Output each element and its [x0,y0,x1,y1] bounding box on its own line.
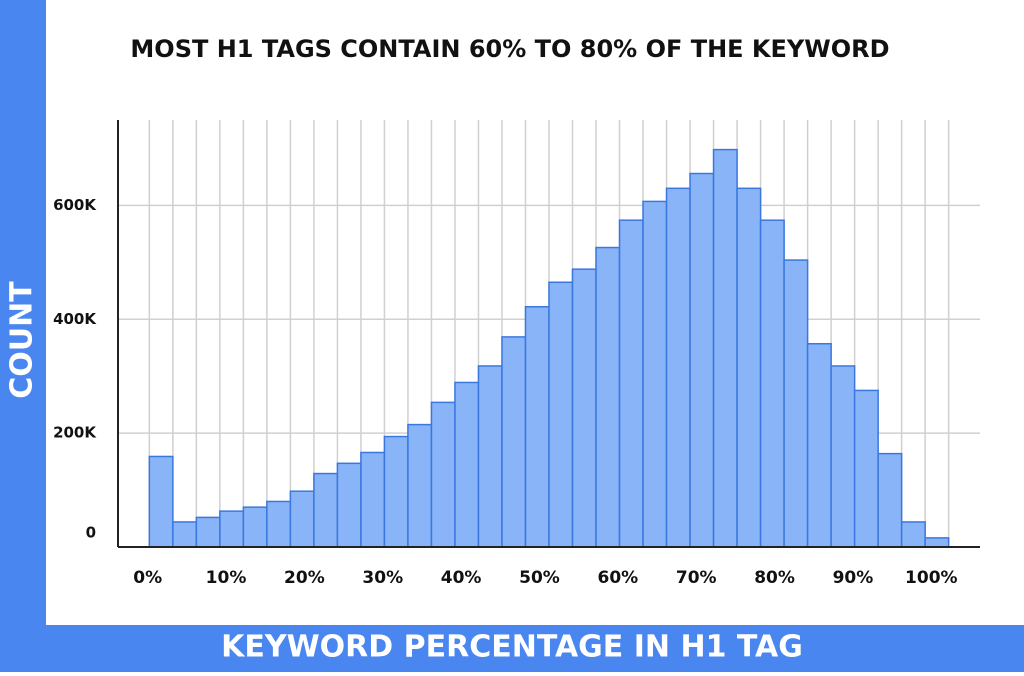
bar [524,305,550,548]
x-tick-label: 50% [519,568,560,588]
bar [924,537,950,548]
x-tick-label: 0% [133,568,162,588]
bar [665,187,691,548]
bar [689,172,715,548]
bar [383,435,409,548]
bar [195,516,221,548]
x-band [46,625,1024,672]
x-tick-label: 100% [905,568,958,588]
bar [219,510,245,548]
bar [736,187,762,548]
y-tick-label: 400K [53,310,97,328]
bar [336,462,362,548]
y-tick-label: 200K [53,424,97,442]
y-tick-label: 600K [53,196,97,214]
x-axis-label: KEYWORD PERCENTAGE IN H1 TAG [221,630,803,665]
bar [853,389,879,548]
bar [783,259,809,548]
y-band [0,0,46,672]
bar [618,219,644,548]
bar [759,219,785,548]
x-tick-label: 30% [362,568,403,588]
y-axis-label: COUNT [5,281,40,399]
y-tick-label: 0 [86,524,96,542]
bar [477,365,503,548]
bar [313,472,339,548]
bar [454,381,480,548]
x-tick-label: 10% [206,568,247,588]
bar [289,490,315,548]
bar [595,246,621,548]
x-tick-label: 70% [676,568,717,588]
bar [712,148,738,548]
bar [148,455,174,548]
bar [360,451,386,548]
x-tick-label: 60% [598,568,639,588]
bar [830,365,856,548]
bar [900,521,926,548]
bar [430,401,456,548]
bar [548,281,574,548]
bar [266,500,292,548]
bar [242,506,268,548]
bar [642,200,668,548]
bar [501,336,527,548]
x-tick-label: 40% [441,568,482,588]
x-tick-label: 90% [833,568,874,588]
chart-title: MOST H1 TAGS CONTAIN 60% TO 80% OF THE K… [130,35,889,63]
bar [806,342,832,548]
x-tick-label: 80% [754,568,795,588]
bar [877,452,903,548]
bar [172,521,198,548]
x-tick-label: 20% [284,568,325,588]
bar [407,423,433,548]
bar [571,268,597,548]
